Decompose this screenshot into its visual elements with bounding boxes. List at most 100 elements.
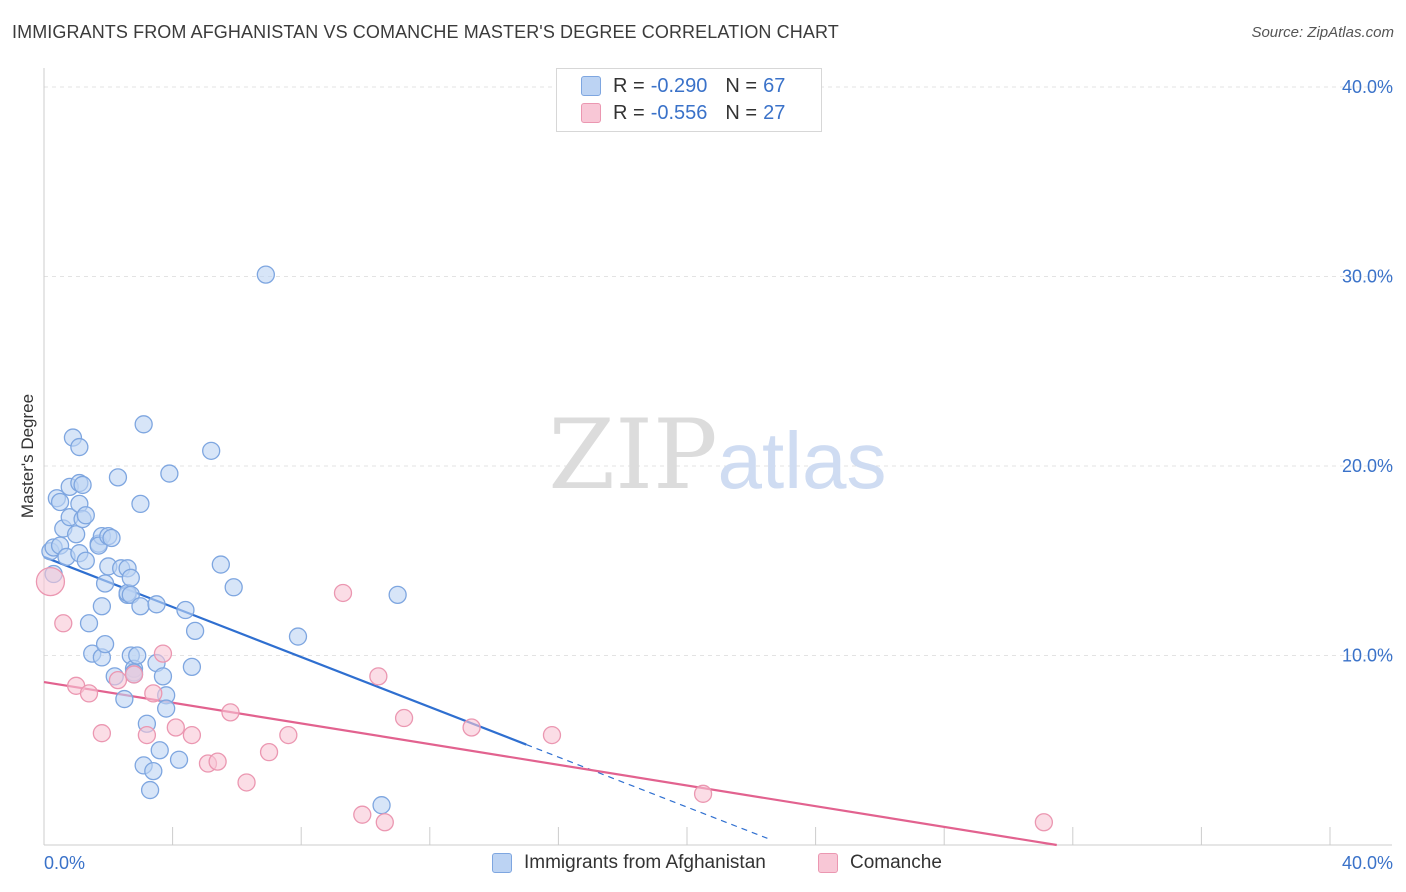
x-tick-label: 40.0%: [1342, 853, 1393, 873]
y-tick-label: 40.0%: [1342, 77, 1393, 97]
data-point-afghanistan: [121, 568, 140, 587]
data-point-afghanistan: [144, 761, 163, 781]
data-point-afghanistan: [176, 600, 195, 620]
legend-item-afghanistan[interactable]: Immigrants from Afghanistan: [492, 852, 766, 874]
data-point-comanche: [542, 725, 562, 745]
data-point-comanche: [375, 813, 394, 832]
data-point-afghanistan: [92, 597, 112, 616]
data-point-afghanistan: [256, 265, 275, 284]
data-point-afghanistan: [70, 437, 89, 457]
legend-r-label: R =: [613, 74, 645, 97]
y-tick-label: 20.0%: [1342, 456, 1393, 476]
grid-lines: [44, 86, 1392, 656]
data-point-comanche: [144, 684, 163, 703]
trend-line-solid: [43, 555, 527, 746]
series-legend: Immigrants from Afghanistan Comanche: [0, 852, 1406, 878]
data-point-comanche: [137, 725, 157, 745]
data-point-afghanistan: [131, 494, 150, 514]
legend-n-value: 27: [763, 101, 786, 124]
data-point-comanche: [35, 566, 66, 597]
data-point-comanche: [237, 773, 256, 792]
data-point-afghanistan: [147, 595, 166, 614]
watermark: ZIP atlas: [548, 399, 886, 511]
data-point-comanche: [333, 583, 353, 603]
trend-line-solid: [43, 680, 1057, 847]
data-point-afghanistan: [157, 699, 176, 718]
data-point-comanche: [1034, 813, 1054, 832]
data-point-afghanistan: [150, 741, 169, 760]
data-point-comanche: [221, 703, 240, 722]
data-point-afghanistan: [185, 621, 205, 641]
y-tick-label: 30.0%: [1342, 267, 1393, 287]
data-point-comanche: [124, 665, 144, 684]
data-point-afghanistan: [182, 657, 202, 677]
data-point-afghanistan: [50, 492, 70, 512]
data-point-afghanistan: [134, 415, 153, 434]
data-point-afghanistan: [76, 551, 95, 570]
legend-n-label: N =: [725, 101, 758, 124]
data-point-comanche: [279, 725, 298, 745]
legend-label-comanche: Comanche: [850, 852, 942, 873]
legend-n-value: 67: [763, 74, 786, 97]
data-point-afghanistan: [67, 525, 86, 544]
data-point-comanche: [182, 725, 202, 745]
data-point-afghanistan: [372, 796, 391, 815]
data-point-comanche: [166, 718, 185, 737]
x-tick-label: 0.0%: [44, 853, 85, 873]
legend-item-comanche[interactable]: Comanche: [818, 852, 942, 874]
data-point-afghanistan: [95, 634, 115, 654]
legend-r-value: -0.290: [650, 74, 708, 97]
axes: [43, 68, 1392, 846]
data-point-comanche: [92, 724, 112, 743]
data-point-afghanistan: [288, 627, 308, 646]
y-axis-label: Master's Degree: [18, 394, 37, 518]
data-point-afghanistan: [140, 780, 160, 800]
points-comanche: [35, 566, 1054, 832]
data-point-comanche: [394, 708, 414, 728]
data-point-afghanistan: [388, 585, 407, 605]
data-point-comanche: [54, 614, 73, 633]
data-point-afghanistan: [224, 578, 243, 597]
watermark-atlas: atlas: [718, 416, 887, 505]
data-point-afghanistan: [128, 646, 147, 665]
legend-swatch-afghanistan: [581, 76, 601, 96]
source-label: Source: ZipAtlas.com: [1251, 24, 1394, 41]
data-point-comanche: [208, 752, 227, 771]
data-point-afghanistan: [115, 689, 134, 709]
data-point-comanche: [108, 670, 128, 690]
data-point-comanche: [259, 742, 279, 762]
stats-legend: R = -0.290 N = 67 R = -0.556 N = 27: [556, 68, 822, 132]
legend-swatch-comanche: [818, 853, 838, 873]
legend-r-value: -0.556: [650, 101, 708, 124]
watermark-zip: ZIP: [548, 399, 717, 511]
tick-labels: 10.0% 20.0% 30.0% 40.0% 0.0% 40.0%: [44, 77, 1393, 873]
data-point-afghanistan: [211, 555, 230, 574]
data-point-afghanistan: [131, 597, 150, 616]
legend-r-label: R =: [613, 101, 645, 124]
data-point-comanche: [462, 718, 481, 737]
trend-line-extension: [526, 744, 768, 839]
legend-swatch-afghanistan: [492, 853, 512, 873]
data-point-comanche: [353, 805, 372, 824]
data-point-afghanistan: [169, 750, 189, 769]
y-tick-label: 10.0%: [1342, 646, 1393, 666]
data-point-comanche: [369, 667, 388, 686]
data-point-afghanistan: [102, 528, 121, 548]
data-point-comanche: [79, 684, 99, 703]
trend-line-comanche: [43, 680, 1057, 847]
data-point-afghanistan: [73, 475, 92, 495]
data-point-afghanistan: [202, 441, 221, 460]
data-point-afghanistan: [160, 464, 179, 483]
legend-swatch-comanche: [581, 103, 601, 123]
data-point-afghanistan: [79, 614, 99, 633]
data-point-comanche: [153, 644, 173, 663]
data-point-afghanistan: [95, 574, 115, 593]
data-point-afghanistan: [108, 468, 128, 487]
legend-row-afghanistan: R = -0.290 N = 67: [581, 74, 785, 98]
legend-n-label: N =: [725, 74, 758, 97]
data-point-comanche: [693, 784, 713, 803]
chart-title: IMMIGRANTS FROM AFGHANISTAN VS COMANCHE …: [12, 22, 839, 42]
data-point-afghanistan: [76, 506, 95, 525]
legend-row-comanche: R = -0.556 N = 27: [581, 101, 785, 125]
